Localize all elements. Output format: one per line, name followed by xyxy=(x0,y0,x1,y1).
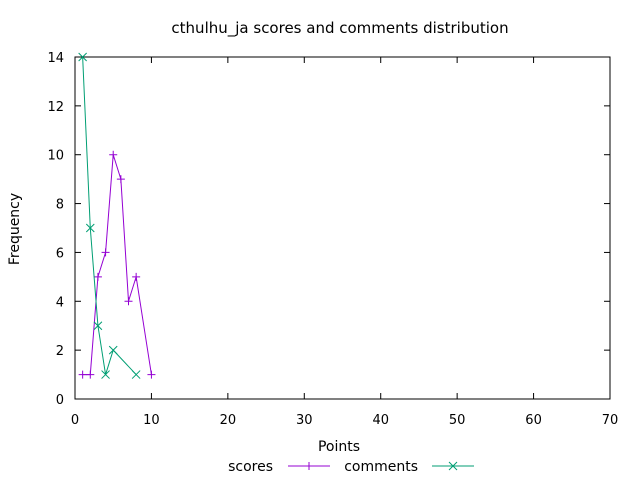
data-point-scores xyxy=(109,150,118,159)
x-tick-label: 0 xyxy=(71,413,79,428)
y-tick-label: 10 xyxy=(47,149,64,164)
y-tick-label: 0 xyxy=(56,393,64,408)
chart-title: cthulhu_ja scores and comments distribut… xyxy=(171,19,508,38)
data-point-comments xyxy=(85,223,95,233)
legend-label-scores: scores xyxy=(228,459,273,475)
data-point-scores xyxy=(124,297,133,306)
x-tick-label: 50 xyxy=(449,413,466,428)
data-point-comments xyxy=(93,321,103,331)
legend-label-comments: comments xyxy=(344,459,418,475)
x-tick-label: 10 xyxy=(143,413,160,428)
data-point-scores xyxy=(132,272,141,281)
y-tick-label: 8 xyxy=(56,198,64,213)
legend-marker-scores xyxy=(305,462,313,470)
data-point-scores xyxy=(116,175,125,184)
x-tick-label: 40 xyxy=(372,413,389,428)
x-axis: 0 10 20 30 40 50 60 70 xyxy=(71,57,618,428)
x-axis-label: Points xyxy=(318,439,360,455)
x-tick-label: 20 xyxy=(220,413,237,428)
data-point-comments xyxy=(108,345,118,355)
series-line-comments xyxy=(82,56,137,375)
y-tick-label: 4 xyxy=(56,295,64,310)
x-tick-label: 30 xyxy=(296,413,313,428)
data-point-comments xyxy=(131,370,141,379)
legend: scores comments xyxy=(228,459,474,475)
x-tick-label: 60 xyxy=(525,413,542,428)
data-point-scores xyxy=(101,248,110,257)
x-tick-label: 70 xyxy=(602,413,619,428)
data-point-scores xyxy=(147,370,156,379)
data-point-comments xyxy=(101,370,110,379)
y-tick-label: 2 xyxy=(56,344,64,359)
y-tick-label: 6 xyxy=(56,246,64,261)
series-comments xyxy=(78,52,141,379)
y-axis: 0 2 4 6 8 10 12 14 xyxy=(47,51,610,408)
plot-frame xyxy=(74,56,611,400)
data-point-comments xyxy=(78,52,87,62)
series-layer xyxy=(78,52,156,379)
series-scores xyxy=(78,150,156,379)
data-point-scores xyxy=(78,370,87,379)
data-point-scores xyxy=(93,272,102,281)
y-tick-label: 12 xyxy=(47,100,64,115)
legend-marker-comments xyxy=(448,461,458,471)
data-point-scores xyxy=(86,370,95,379)
y-tick-label: 14 xyxy=(47,51,64,66)
y-axis-label: Frequency xyxy=(7,193,23,265)
